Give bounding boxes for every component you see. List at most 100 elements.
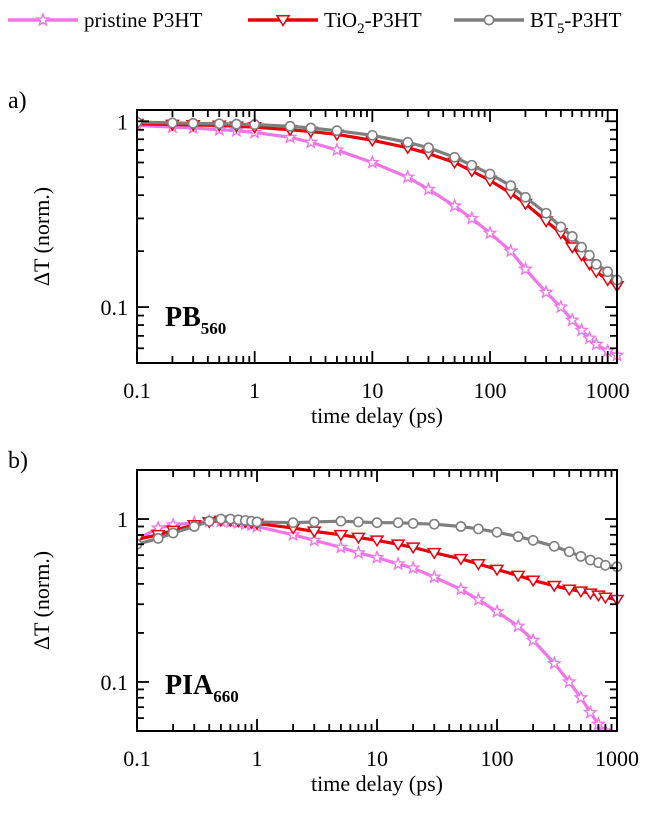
data-point	[489, 564, 505, 577]
data-point	[152, 533, 164, 544]
data-point	[574, 322, 590, 337]
data-point	[540, 207, 552, 219]
data-point	[369, 549, 385, 564]
data-point	[553, 299, 569, 314]
x-tick-label: 100	[474, 378, 507, 403]
x-axis-label: time delay (ps)	[311, 403, 443, 428]
data-point	[405, 542, 421, 555]
legend: pristine P3HT TiO2-P3HT BT5-P3HT	[8, 8, 622, 37]
data-point	[525, 575, 541, 588]
data-point	[546, 655, 562, 670]
series-tio2	[137, 118, 625, 293]
data-point	[335, 515, 347, 527]
data-point	[407, 518, 419, 529]
data-point	[351, 532, 366, 545]
legend-entry: TiO2-P3HT	[248, 8, 422, 37]
data-point	[510, 570, 526, 583]
data-point	[213, 118, 225, 130]
legend-marker	[35, 12, 51, 27]
data-point	[402, 136, 414, 148]
legend-marker	[275, 15, 291, 27]
y-axis-label: ΔT (norm.)	[29, 187, 54, 286]
data-point	[527, 534, 539, 546]
data-point	[503, 243, 519, 258]
series-line	[137, 122, 618, 288]
data-point	[392, 517, 404, 529]
data-point	[203, 515, 215, 527]
x-tick-label: 10	[366, 746, 388, 771]
data-point	[512, 531, 524, 543]
data-point	[584, 249, 595, 261]
x-tick-label: 1	[252, 746, 263, 771]
x-tick-label: 10	[361, 378, 383, 403]
data-point	[420, 181, 437, 196]
data-point	[423, 142, 434, 154]
x-tick-label: 1000	[595, 746, 639, 771]
data-point	[489, 603, 505, 619]
data-point	[287, 517, 299, 529]
data-point	[215, 513, 227, 525]
data-point	[564, 312, 580, 327]
y-tick-label: 0.1	[101, 670, 129, 695]
data-point	[471, 559, 486, 571]
data-point	[576, 241, 587, 253]
data-point	[331, 125, 343, 137]
data-point	[602, 266, 614, 278]
x-tick-label: 0.1	[123, 746, 151, 771]
x-tick-label: 0.1	[123, 378, 151, 403]
data-point	[598, 592, 613, 605]
legend-label: pristine P3HT	[84, 8, 203, 32]
data-point	[455, 521, 467, 532]
data-point	[188, 521, 200, 532]
data-point	[449, 151, 460, 163]
x-axis-label: time delay (ps)	[311, 771, 443, 796]
data-point	[251, 516, 263, 528]
data-point	[187, 117, 199, 129]
data-point	[333, 539, 349, 554]
data-point	[563, 546, 575, 558]
panel-annotation: PIA660	[165, 670, 239, 706]
data-point	[428, 518, 440, 530]
y-tick-label: 1	[117, 109, 128, 134]
data-point	[470, 591, 486, 607]
data-point	[390, 539, 406, 552]
legend-entry: pristine P3HT	[8, 8, 203, 32]
data-point	[564, 242, 580, 255]
data-point	[538, 284, 554, 299]
data-point	[573, 689, 589, 705]
data-point	[453, 553, 469, 566]
data-point	[561, 584, 577, 597]
data-point	[473, 523, 484, 535]
data-point	[308, 516, 320, 528]
data-point	[484, 168, 496, 180]
legend-label: TiO2-P3HT	[324, 8, 422, 37]
x-tick-label: 1000	[586, 378, 630, 403]
y-axis-label: ΔT (norm.)	[29, 551, 54, 650]
data-point	[350, 544, 366, 560]
data-point	[466, 159, 478, 171]
legend-entry: BT5-P3HT	[454, 8, 622, 37]
data-point	[353, 516, 364, 528]
data-point	[482, 225, 498, 240]
data-point	[447, 198, 463, 213]
x-axis: 0.1 1 10 100 1000	[123, 470, 639, 771]
y-axis: 0.11	[101, 109, 617, 364]
series-pristine	[137, 513, 613, 731]
data-point	[575, 550, 587, 562]
data-point	[510, 618, 526, 633]
data-point	[505, 180, 517, 192]
data-point	[167, 117, 178, 129]
x-axis: 0.1 1 10 100 1000	[123, 110, 630, 403]
data-point	[366, 129, 378, 141]
data-point	[525, 632, 541, 647]
data-point	[400, 169, 416, 184]
data-point	[599, 559, 611, 571]
data-point	[282, 129, 298, 144]
data-point	[333, 529, 349, 542]
y-axis: 0.11	[101, 469, 617, 732]
data-point	[371, 517, 383, 529]
data-point	[306, 532, 322, 547]
